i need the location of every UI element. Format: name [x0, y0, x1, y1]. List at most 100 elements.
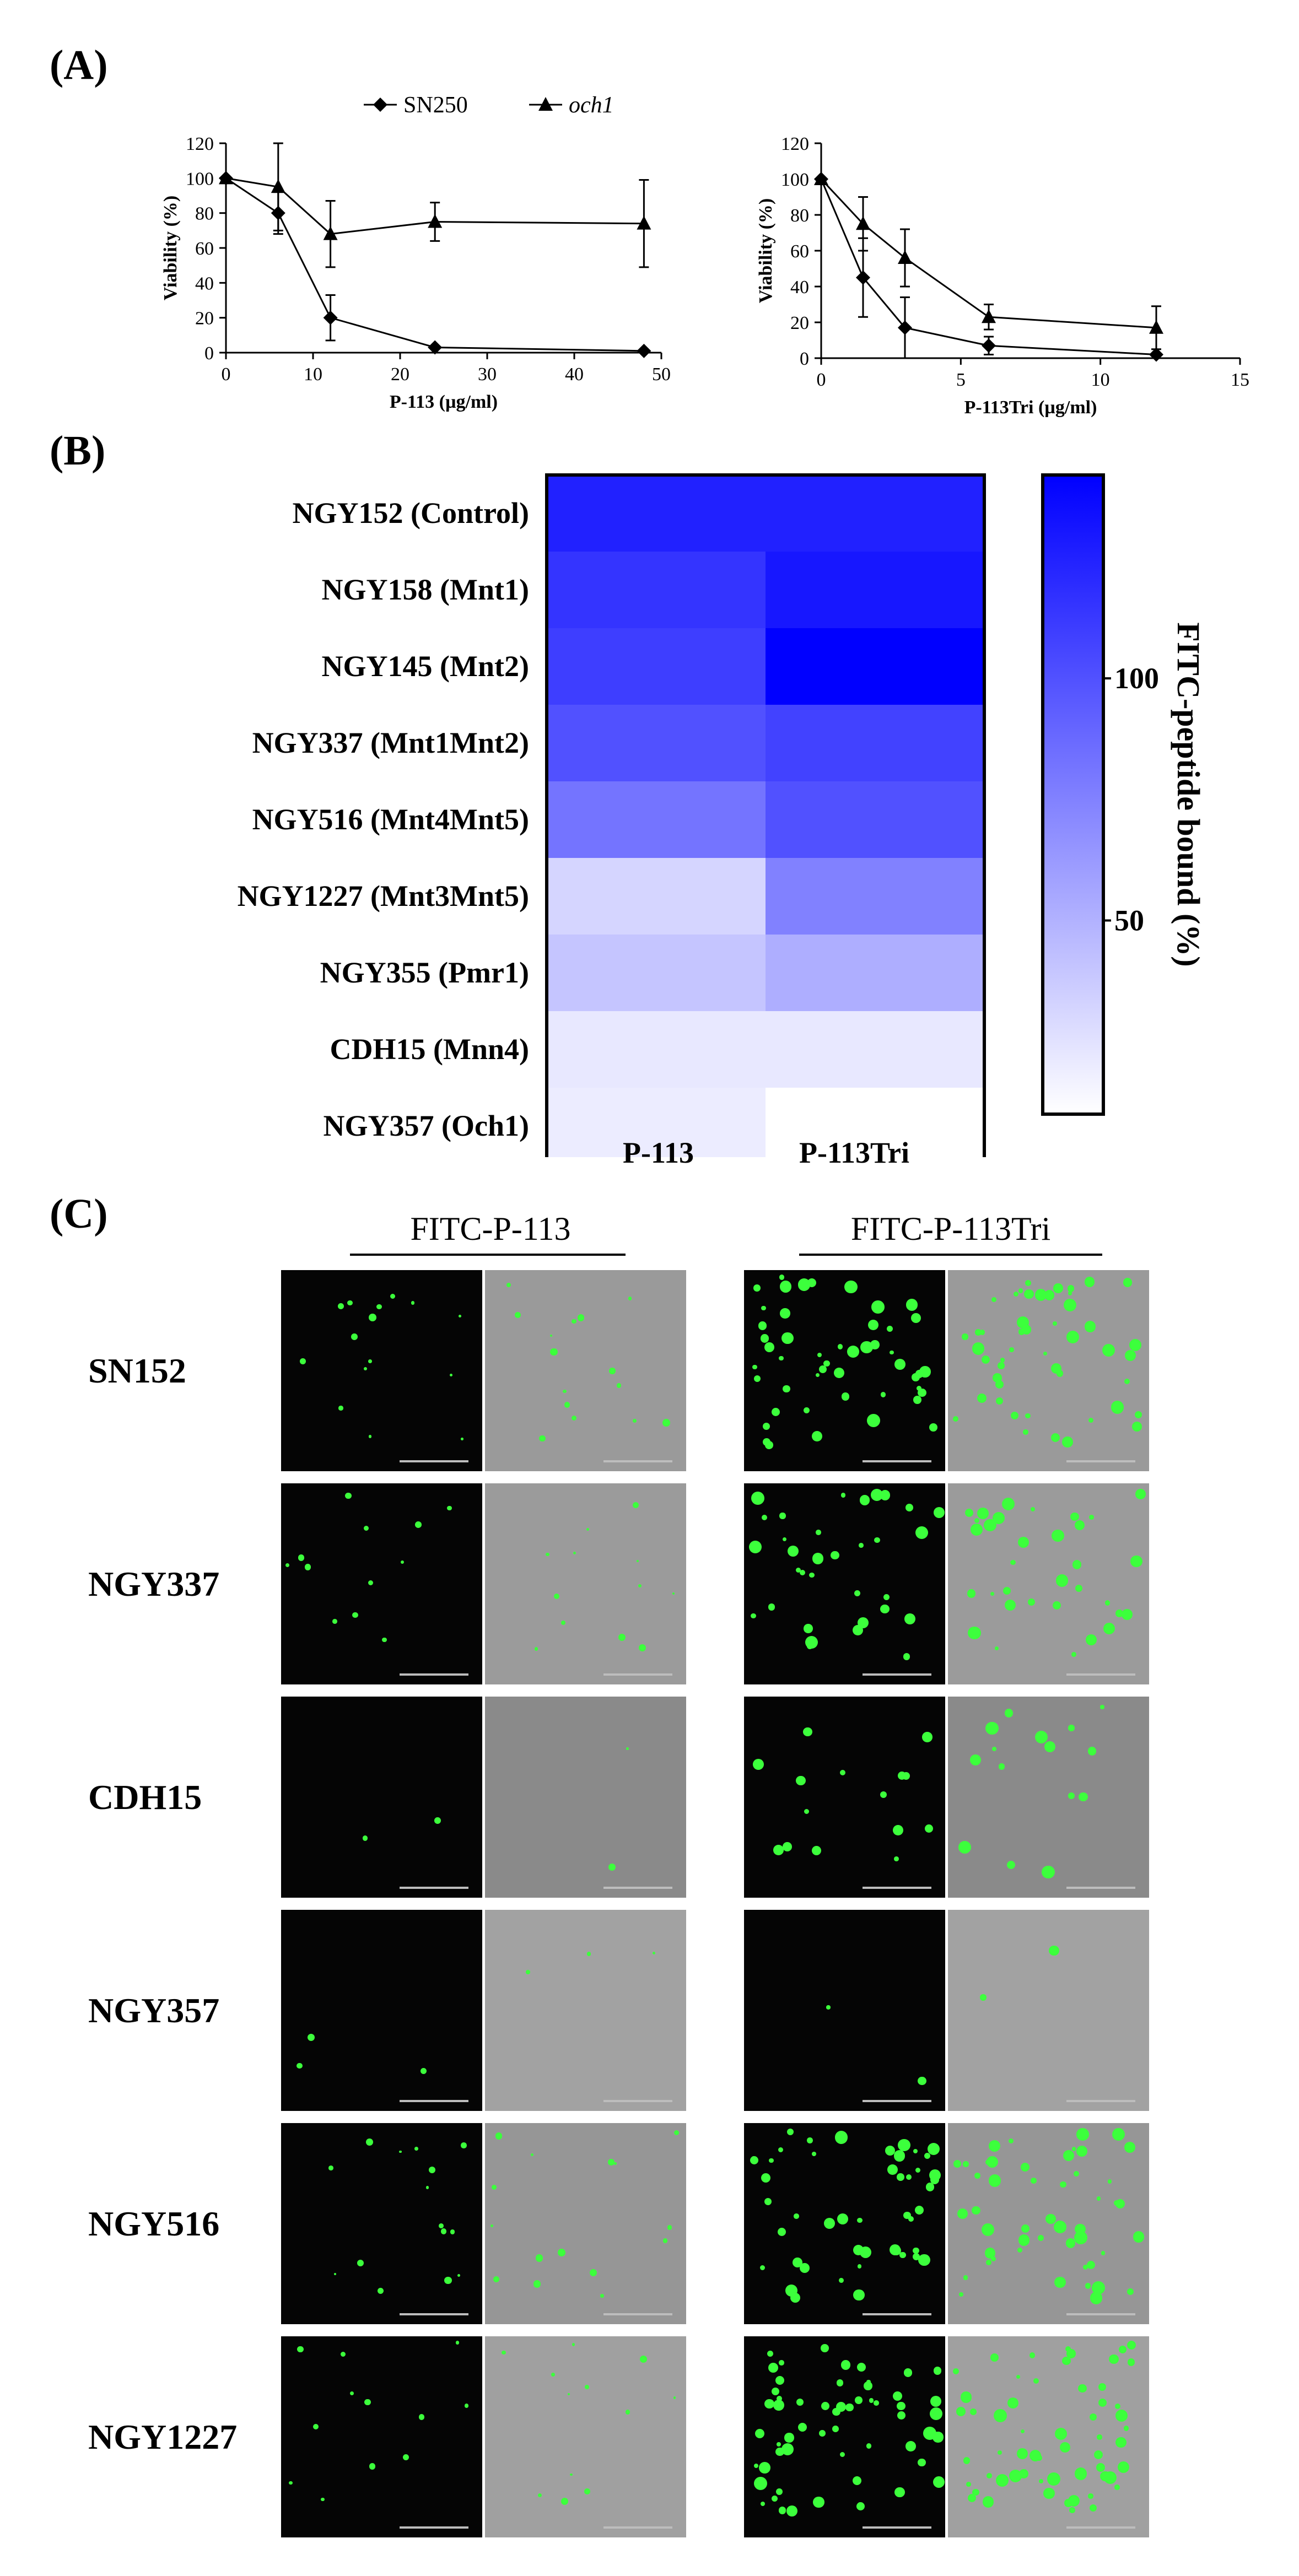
fitc-signal: [773, 2399, 785, 2411]
legend-label-SN250: SN250: [403, 93, 468, 118]
fitc-signal: [450, 2229, 455, 2234]
data-point-diamond: [982, 338, 996, 353]
fitc-signal: [1049, 1946, 1059, 1956]
fitc-signal: [365, 2138, 373, 2146]
fitc-signal: [915, 2167, 921, 2173]
fitc-signal: [806, 1643, 813, 1649]
header-underline-p113tri: [799, 1254, 1102, 1256]
fitc-signal: [1129, 1338, 1142, 1351]
fitc-signal: [1103, 2471, 1117, 2484]
fitc-signal: [913, 2247, 919, 2254]
fitc-signal: [764, 2399, 774, 2409]
fitc-signal: [289, 2481, 293, 2485]
fitc-signal: [786, 2505, 798, 2516]
fitc-signal: [1122, 1608, 1133, 1620]
fitc-signal: [772, 1407, 780, 1416]
data-point-triangle: [856, 216, 870, 230]
fitc-signal: [533, 2280, 541, 2288]
fitc-signal: [784, 2433, 794, 2443]
fitc-signal: [918, 1388, 926, 1397]
fitc-signal: [495, 2132, 503, 2140]
fitc-signal: [1055, 2427, 1067, 2440]
fitc-signal: [1037, 2235, 1044, 2242]
fitc-signal: [636, 1559, 639, 1563]
fitc-signal: [1054, 2220, 1067, 2233]
fitc-signal: [561, 2497, 569, 2505]
fitc-signal: [457, 2274, 461, 2277]
fitc-signal: [924, 1824, 933, 1833]
fitc-signal: [807, 1278, 816, 1287]
y-tick-label: 80: [195, 204, 214, 224]
fitc-signal: [902, 1772, 910, 1780]
fitc-signal: [968, 2494, 977, 2503]
fitc-signal: [368, 1435, 371, 1438]
scale-bar: [863, 2100, 931, 2102]
fitc-signal: [886, 1326, 893, 1332]
fitc-signal: [913, 2253, 920, 2260]
fitc-signal: [364, 1367, 368, 1370]
fitc-signal: [779, 1355, 784, 1361]
fitc-signal: [551, 2373, 555, 2377]
scale-bar: [863, 1673, 931, 1676]
brightfield-merge-image: [485, 1697, 686, 1898]
fitc-signal: [546, 1552, 549, 1557]
heatmap-cell: [766, 475, 984, 552]
fitc-signal: [761, 2173, 771, 2183]
fitc-signal: [933, 2366, 942, 2375]
fitc-signal: [411, 1301, 415, 1305]
scale-bar: [1066, 1460, 1135, 1462]
fitc-signal: [1079, 1792, 1088, 1802]
heatmap-cell: [766, 705, 984, 781]
fitc-signal: [640, 2356, 648, 2363]
fitc-signal: [438, 2223, 444, 2229]
fitc-signal: [963, 2161, 969, 2167]
heatmap-colorbar: 100 50 FITC-peptide bound (%): [1041, 473, 1201, 1116]
fitc-signal: [867, 1413, 881, 1427]
heatmap-cell: [766, 935, 984, 1011]
fitc-signal: [1075, 1520, 1085, 1531]
fitc-signal: [769, 2158, 774, 2163]
fitc-signal: [975, 1329, 982, 1336]
fitc-signal: [897, 2401, 905, 2410]
fitc-signal: [1010, 1560, 1016, 1565]
fitc-signal: [913, 2149, 918, 2154]
fitc-signal: [959, 2292, 963, 2297]
fitc-signal: [1090, 2504, 1097, 2512]
fitc-signal: [781, 1332, 794, 1344]
fitc-signal: [297, 2062, 303, 2069]
fitc-signal: [458, 1314, 461, 1317]
fitc-signal: [399, 2150, 402, 2153]
fitc-signal: [1115, 1610, 1124, 1618]
brightfield-merge-image: [948, 2336, 1149, 2537]
fitc-signal: [1031, 1507, 1036, 1512]
heatmap-row-label: NGY152 (Control): [292, 496, 529, 530]
scale-bar: [863, 2313, 931, 2315]
fitc-signal: [1001, 1497, 1015, 1511]
heatmap-cell: [766, 1011, 984, 1088]
fitc-signal: [839, 2277, 844, 2283]
fitc-signal: [1004, 1599, 1016, 1611]
data-point-triangle: [428, 214, 443, 228]
fitc-signal: [894, 2487, 905, 2498]
fitc-signal: [892, 2391, 902, 2401]
fitc-signal: [444, 2277, 452, 2285]
fitc-signal: [673, 2130, 680, 2135]
fitc-signal: [815, 1373, 820, 1377]
fluorescence-image: [281, 2336, 482, 2537]
fitc-signal: [418, 2414, 425, 2420]
fitc-signal: [779, 2360, 784, 2366]
fitc-signal: [1009, 2470, 1022, 2483]
fitc-signal: [1089, 2413, 1097, 2421]
scale-bar: [603, 2526, 672, 2529]
fitc-signal: [456, 2341, 460, 2345]
fitc-signal: [831, 1551, 839, 1560]
fitc-signal: [377, 2287, 384, 2294]
fitc-signal: [972, 2489, 979, 2496]
fitc-signal: [899, 2251, 906, 2259]
fitc-signal: [618, 1633, 626, 1641]
fitc-signal: [776, 2488, 783, 2495]
fitc-signal: [1100, 1705, 1104, 1709]
fitc-signal: [968, 1626, 981, 1640]
heatmap-row-label: NGY1227 (Mnt3Mnt5): [237, 879, 529, 912]
fitc-signal: [1021, 2224, 1030, 2233]
